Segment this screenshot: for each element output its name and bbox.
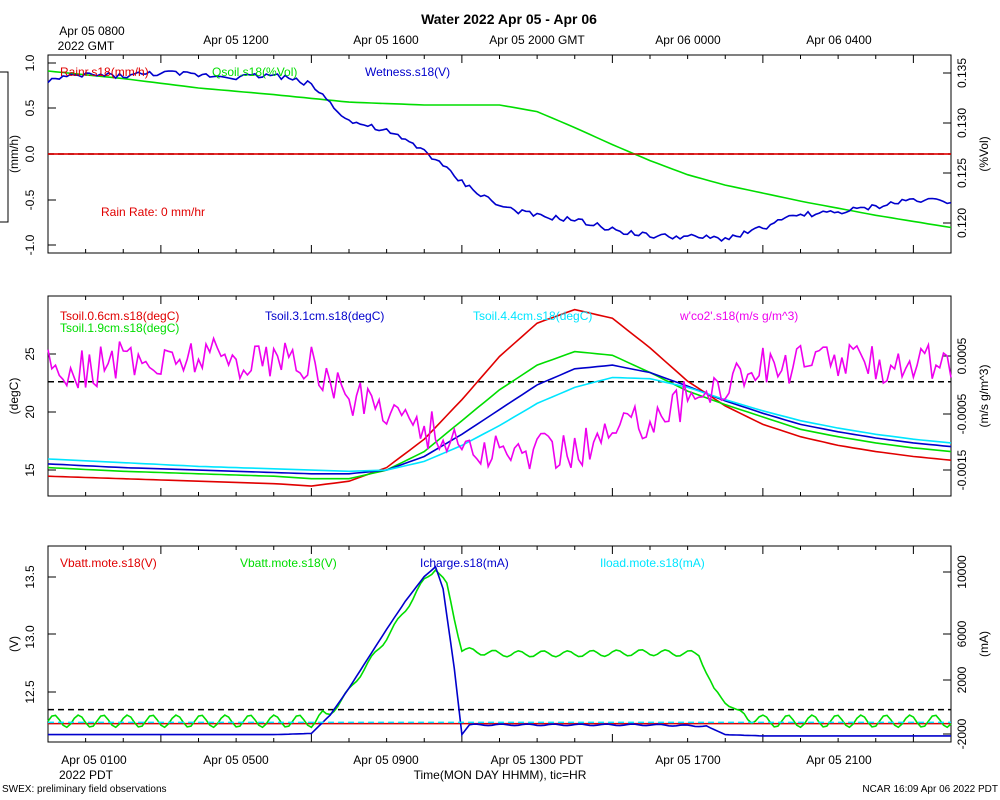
bottom-tick-label: Apr 05 1700 <box>655 753 721 767</box>
right-tick-label: 2000 <box>955 666 969 693</box>
left-tick-label: -1.0 <box>23 234 37 255</box>
legend-icharge: Icharge.s18(mA) <box>420 556 509 570</box>
legend-tsoil-1-9: Tsoil.1.9cm.s18(degC) <box>60 321 179 335</box>
series-line-green <box>47 568 952 729</box>
left-axis-label: (mm/h) <box>7 135 21 173</box>
legend-qsoil: Qsoil.s18(%Vol) <box>212 65 297 79</box>
bottom-tick-label: Apr 05 2100 <box>806 753 872 767</box>
right-ticks <box>943 72 951 224</box>
left-tick-label: 13.5 <box>23 565 37 589</box>
top-tick-label: Apr 05 1200 <box>203 33 269 47</box>
plot-area <box>47 70 952 242</box>
right-axis-label: (%Vol) <box>977 136 991 171</box>
right-tick-label: -0.0005 <box>955 393 969 434</box>
legend-vbatt-green: Vbatt.mote.s18(V) <box>240 556 337 570</box>
series-line-green <box>47 70 952 229</box>
top-year-label: 2022 GMT <box>58 39 115 53</box>
bottom-tick-label: Apr 05 1300 PDT <box>491 753 584 767</box>
panel-x-ticks <box>47 55 952 253</box>
top-tick-label: Apr 06 0400 <box>806 33 872 47</box>
legend-vbatt-red: Vbatt.mote.s18(V) <box>60 556 157 570</box>
right-tick-label: 10000 <box>955 555 969 589</box>
x-axis-label: Time(MON DAY HHMM), tic=HR <box>414 768 587 782</box>
left-tick-label: -0.5 <box>23 189 37 210</box>
series-line-magenta <box>47 335 952 470</box>
left-tick-label: 15 <box>23 463 37 477</box>
right-tick-label: 0.125 <box>955 158 969 188</box>
left-axis: 1.0 0.5 0.0 -0.5 -1.0 (mm/h) <box>7 54 56 255</box>
series-line-blue <box>47 364 952 475</box>
right-axis: 10000 6000 2000 -2000 (mA) <box>943 555 991 749</box>
soil-panel: 25 20 15 (degC) 0.0005 -0.0005 -0.0015 (… <box>7 295 991 497</box>
right-axis: 0.0005 -0.0005 -0.0015 (m/s g/m^3) <box>943 337 991 490</box>
top-tick-label: Apr 05 1600 <box>353 33 419 47</box>
left-ticks <box>48 353 56 471</box>
left-tick-label: 0.0 <box>23 145 37 162</box>
bottom-time-axis: Apr 05 0100 Apr 05 0500 Apr 05 0900 Apr … <box>59 753 872 782</box>
bottom-tick-label: Apr 05 0100 <box>61 753 127 767</box>
plot-area <box>47 308 952 487</box>
right-ticks <box>943 571 951 735</box>
left-axis-label: (V) <box>7 636 21 652</box>
bottom-year-label: 2022 PDT <box>59 768 114 782</box>
panel-x-ticks <box>47 296 952 496</box>
series-line-blue <box>47 70 952 242</box>
right-tick-label: 0.135 <box>955 58 969 88</box>
top-tick-label: Apr 05 0800 <box>59 24 125 38</box>
right-tick-label: -0.0015 <box>955 449 969 490</box>
right-tick-label: 0.0005 <box>955 337 969 374</box>
legend-tsoil-3-1: Tsoil.3.1cm.s18(degC) <box>265 309 384 323</box>
left-tick-label: 25 <box>23 347 37 361</box>
chart-title: Water 2022 Apr 05 - Apr 06 <box>421 11 597 27</box>
panel-x-ticks <box>47 546 952 742</box>
right-axis: 0.135 0.130 0.125 0.120 (%Vol) <box>943 58 991 238</box>
panel-frame <box>47 545 952 743</box>
top-time-axis: Apr 05 0800 2022 GMT Apr 05 1200 Apr 05 … <box>58 24 872 53</box>
left-axis-label: (degC) <box>7 378 21 415</box>
right-tick-label: 6000 <box>955 620 969 647</box>
water-panel: 1.0 0.5 0.0 -0.5 -1.0 (mm/h) 0.135 0.130… <box>7 54 991 255</box>
footer-right: NCAR 16:09 Apr 06 2022 PDT <box>862 784 998 795</box>
left-tick-label: 12.5 <box>23 680 37 704</box>
series-line-red <box>47 308 952 487</box>
left-ticks <box>48 576 56 693</box>
series-line-blue <box>48 565 951 737</box>
legend-iload: Iload.mote.s18(mA) <box>600 556 705 570</box>
left-axis: 13.5 13.0 12.5 (V) <box>7 565 56 704</box>
left-tick-label: 1.0 <box>23 54 37 71</box>
right-axis-label: (m/s g/m^3) <box>977 365 991 428</box>
right-tick-label: 0.120 <box>955 208 969 238</box>
legend-wco2: w'co2'.s18(m/s g/m^3) <box>679 309 798 323</box>
left-tick-label: 20 <box>23 405 37 419</box>
left-tick-label: 13.0 <box>23 625 37 649</box>
legend-rainr: Rainr.s18(mm/h) <box>60 65 149 79</box>
rain-rate-annotation: Rain Rate: 0 mm/hr <box>101 205 205 219</box>
plot-area <box>47 565 952 737</box>
top-tick-label: Apr 05 2000 GMT <box>489 33 585 47</box>
series-line-cyan <box>47 376 952 473</box>
legend-tsoil-0-6: Tsoil.0.6cm.s18(degC) <box>60 309 179 323</box>
right-axis-label: (mA) <box>977 631 991 657</box>
left-axis: 25 20 15 (degC) <box>7 347 56 477</box>
legend-box-edge <box>0 71 9 223</box>
right-tick-label: -2000 <box>955 718 969 749</box>
bottom-tick-label: Apr 05 0900 <box>353 753 419 767</box>
left-tick-label: 0.5 <box>23 99 37 116</box>
legend-wetness: Wetness.s18(V) <box>365 65 450 79</box>
bottom-tick-label: Apr 05 0500 <box>203 753 269 767</box>
power-panel: 13.5 13.0 12.5 (V) 10000 6000 2000 -2000… <box>7 545 991 749</box>
footer-left: SWEX: preliminary field observations <box>2 784 167 795</box>
top-tick-label: Apr 06 0000 <box>655 33 721 47</box>
series-line-green <box>47 350 952 480</box>
legend-tsoil-4-4: Tsoil.4.4cm.s18(degC) <box>473 309 592 323</box>
right-tick-label: 0.130 <box>955 108 969 138</box>
